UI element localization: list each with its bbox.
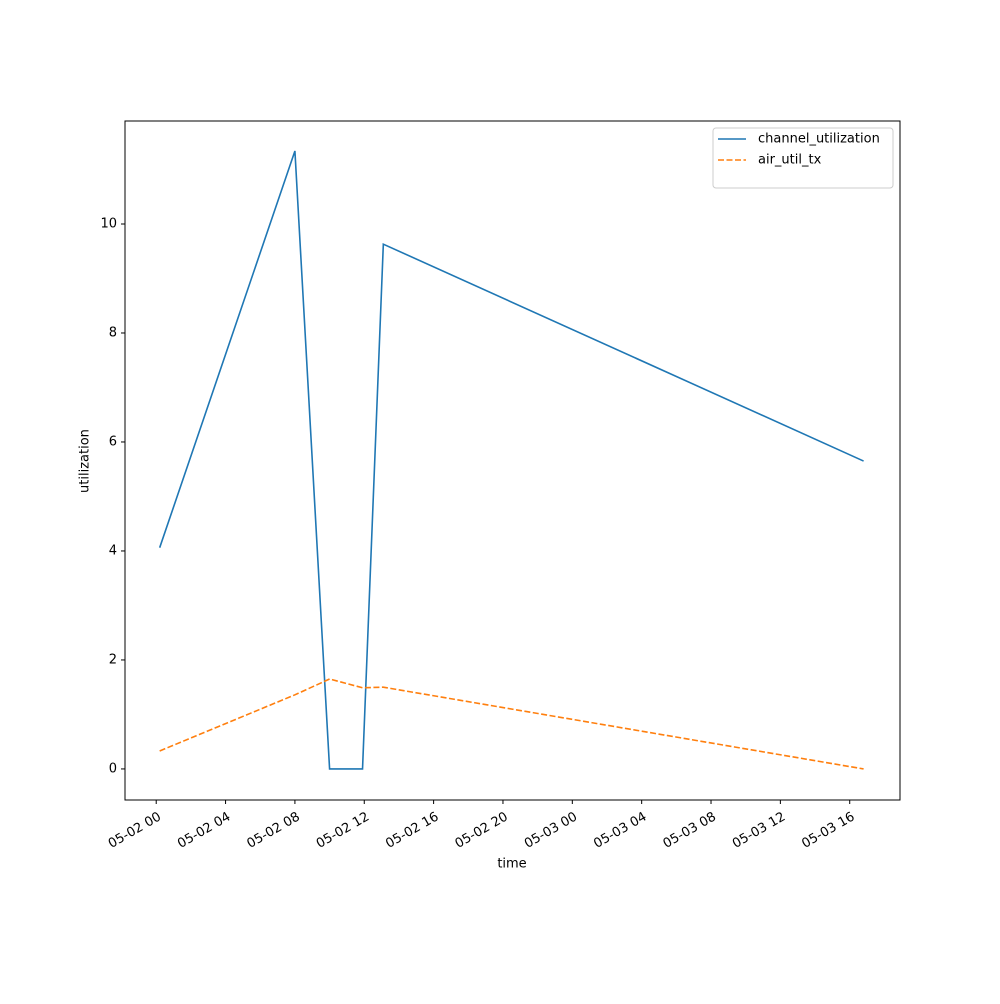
x-tick-label: 05-03 16	[799, 810, 857, 852]
x-axis-label: time	[497, 857, 526, 872]
x-tick-label: 05-03 00	[522, 810, 580, 852]
y-tick-label: 0	[109, 761, 117, 776]
legend-label: air_util_tx	[758, 153, 822, 168]
y-tick-label: 10	[100, 216, 117, 231]
line-series	[159, 678, 864, 770]
line-series	[158, 150, 864, 770]
x-tick-label: 05-02 12	[314, 810, 372, 852]
legend-label: channel_utilization	[758, 132, 880, 147]
x-tick-label: 05-02 04	[175, 810, 233, 852]
x-tick-label: 05-02 16	[383, 810, 441, 852]
y-tick-label: 8	[109, 325, 117, 340]
x-tick-label: 05-02 08	[245, 810, 303, 852]
y-tick-label: 4	[109, 543, 117, 558]
y-tick-label: 2	[109, 652, 117, 667]
x-tick-label: 05-02 20	[453, 810, 511, 852]
legend: channel_utilization air_util_tx	[712, 127, 894, 189]
x-tick-label: 05-03 08	[661, 810, 719, 852]
x-tick-label: 05-03 04	[591, 810, 649, 852]
x-tick-label: 05-03 12	[730, 810, 788, 852]
legend-box	[712, 127, 894, 189]
x-tick-label: 05-02 00	[106, 810, 164, 852]
y-axis-label: utilization	[78, 429, 93, 493]
y-tick-label: 6	[109, 434, 117, 449]
plot-frame	[124, 120, 901, 801]
